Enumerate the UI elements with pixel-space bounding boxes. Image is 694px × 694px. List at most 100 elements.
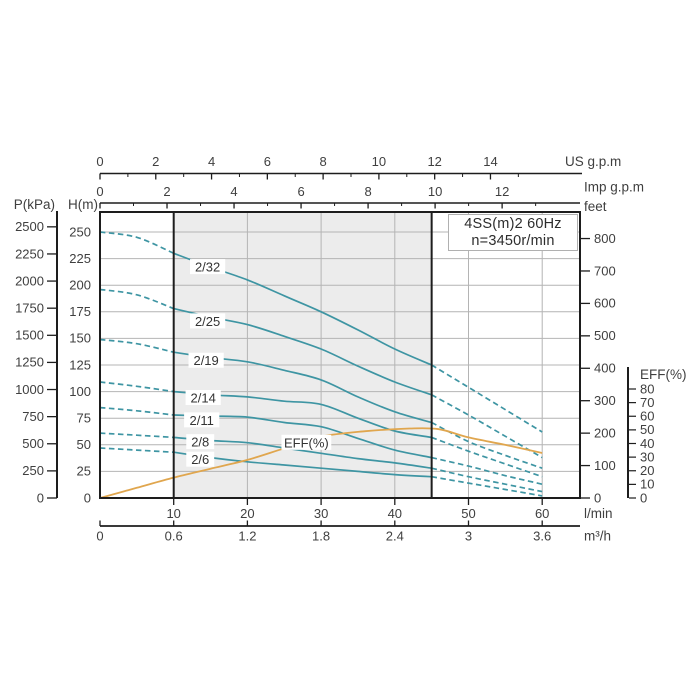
m3h-tick-label: 1.8 [312, 529, 330, 544]
h-axis-tick-label: 250 [69, 224, 91, 239]
imp-gpm-tick-label: 10 [428, 184, 442, 199]
us-gpm-tick-label: 6 [264, 154, 271, 169]
pump-curve-2-6-dashed-0 [99, 447, 174, 454]
h-axis-tick-label: 150 [69, 331, 91, 346]
curve-label-2-19-bg [188, 352, 224, 368]
h-axis-tick-label: 175 [69, 304, 91, 319]
pump-curve-2-32-dashed-0 [99, 231, 175, 255]
p-axis-tick-label: 1000 [15, 382, 44, 397]
us-gpm-tick-label: 12 [427, 154, 441, 169]
eff-axis-tick-label: 60 [640, 409, 654, 424]
feet-axis-tick-label: 200 [594, 425, 616, 440]
feet-axis-tick-label: 500 [594, 328, 616, 343]
m3h-tick-label: 3 [465, 529, 472, 544]
p-axis-tick-label: 0 [37, 490, 44, 505]
curve-label-2-8-bg [186, 434, 215, 450]
feet-axis-tick-label: 100 [594, 458, 616, 473]
imp-gpm-tick-label: 12 [495, 184, 509, 199]
feet-axis-tick-label: 700 [594, 263, 616, 278]
curve-label-2-32: 2/32 [195, 260, 220, 275]
eff-axis-tick-label: 10 [640, 477, 654, 492]
eff-axis-tick-label: 0 [640, 490, 647, 505]
p-axis-tick-label: 2250 [15, 246, 44, 261]
axis-title-h-m: H(m) [68, 197, 98, 212]
axis-title-p-kpa: P(kPa) [14, 197, 55, 212]
p-axis-tick-label: 1750 [15, 300, 44, 315]
us-gpm-tick-label: 0 [96, 154, 103, 169]
lmin-tick-label: 60 [535, 506, 549, 521]
h-axis-tick-label: 225 [69, 251, 91, 266]
h-axis-tick-label: 0 [84, 490, 91, 505]
curve-label-2-11: 2/11 [190, 413, 214, 428]
m3h-tick-label: 3.6 [533, 529, 551, 544]
curve-label-2-19: 2/19 [193, 353, 218, 368]
chart-title-line2: n=3450r/min [471, 233, 555, 249]
eff-axis-tick-label: 80 [640, 381, 654, 396]
pump-curve-2-25-dashed-2 [431, 394, 543, 459]
curve-label-2-6: 2/6 [191, 452, 209, 467]
curve-label-eff: EFF(%) [284, 435, 329, 450]
eff-axis-tick-label: 40 [640, 436, 654, 451]
imp-gpm-tick-label: 0 [96, 184, 103, 199]
axis-title-lmin: l/min [584, 506, 613, 521]
pump-curve-2-8-dashed-2 [431, 467, 543, 493]
pump-curve-2-14-dashed-0 [99, 381, 174, 393]
pump-curve-2-14-dashed-2 [431, 436, 543, 478]
imp-gpm-tick-label: 8 [364, 184, 371, 199]
curve-label-2-14: 2/14 [191, 390, 216, 405]
lmin-tick-label: 10 [166, 506, 180, 521]
us-gpm-tick-label: 2 [152, 154, 159, 169]
m3h-tick-label: 0 [96, 529, 103, 544]
axis-title-us-gpm: US g.p.m [565, 154, 621, 169]
p-axis-tick-label: 2000 [15, 273, 44, 288]
pump-curve-2-11-dashed-2 [431, 456, 543, 486]
p-axis-tick-label: 1250 [15, 355, 44, 370]
axis-title-eff: EFF(%) [640, 367, 687, 382]
h-axis-tick-label: 75 [77, 411, 91, 426]
curve-label-2-25: 2/25 [195, 314, 220, 329]
pump-curve-2-6-dashed-2 [431, 475, 543, 497]
h-axis-tick-label: 25 [77, 464, 91, 479]
curve-label-2-6-bg [186, 451, 215, 467]
us-gpm-tick-label: 10 [372, 154, 386, 169]
plot-border [99, 211, 581, 499]
feet-axis-tick-label: 600 [594, 296, 616, 311]
lmin-tick-label: 20 [240, 506, 254, 521]
p-axis-tick-label: 750 [22, 409, 44, 424]
imp-gpm-tick-label: 4 [230, 184, 237, 199]
curve-label-2-32-bg [190, 259, 226, 275]
axis-title-imp-gpm: Imp g.p.m [584, 180, 644, 195]
feet-axis-tick-label: 0 [594, 490, 601, 505]
eff-axis-tick-label: 50 [640, 422, 654, 437]
curve-label-2-8: 2/8 [191, 435, 209, 450]
curve-label-2-11-bg [184, 412, 220, 428]
lmin-tick-label: 40 [388, 506, 402, 521]
us-gpm-tick-label: 4 [208, 154, 215, 169]
pump-curve-2-32-dashed-2 [431, 364, 543, 433]
curve-label-eff-bg [281, 434, 332, 450]
lmin-tick-label: 50 [461, 506, 475, 521]
imp-gpm-tick-label: 2 [163, 184, 170, 199]
pump-curve-2-25-dashed-0 [99, 288, 175, 310]
m3h-tick-label: 2.4 [386, 529, 404, 544]
p-axis-tick-label: 2500 [15, 219, 44, 234]
feet-axis-tick-label: 300 [594, 393, 616, 408]
lmin-tick-label: 30 [314, 506, 328, 521]
pump-curve-2-19-dashed-2 [431, 421, 543, 470]
curve-label-2-14-bg [185, 389, 221, 405]
h-axis-tick-label: 200 [69, 278, 91, 293]
us-gpm-tick-label: 14 [483, 154, 497, 169]
chart-title-box: 4SS(m)2 60Hz n=3450r/min [448, 214, 578, 251]
m3h-tick-label: 0.6 [165, 529, 183, 544]
us-gpm-tick-label: 8 [320, 154, 327, 169]
curve-label-2-25-bg [190, 313, 226, 329]
feet-axis-tick-label: 800 [594, 231, 616, 246]
pump-curve-2-11-dashed-0 [99, 406, 174, 416]
m3h-tick-label: 1.2 [238, 529, 256, 544]
eff-axis-tick-label: 30 [640, 449, 654, 464]
chart-title-line1: 4SS(m)2 60Hz [464, 216, 562, 232]
imp-gpm-tick-label: 6 [297, 184, 304, 199]
h-axis-tick-label: 100 [69, 384, 91, 399]
